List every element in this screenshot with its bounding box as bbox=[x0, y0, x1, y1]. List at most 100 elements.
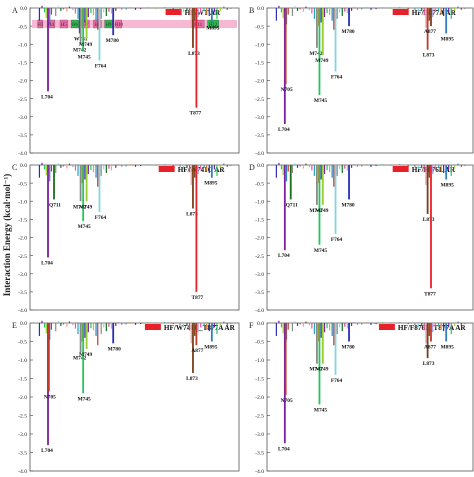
minor-bar bbox=[460, 323, 462, 325]
minor-bar bbox=[407, 8, 409, 10]
minor-bar bbox=[382, 164, 384, 165]
residue-label: M745 bbox=[314, 98, 327, 104]
y-tick-label: -3.0 bbox=[18, 115, 27, 121]
minor-bar bbox=[443, 8, 445, 16]
minor-bar bbox=[285, 165, 288, 182]
minor-bar bbox=[464, 8, 466, 10]
minor-bar bbox=[213, 323, 216, 328]
y-tick-label: -1.0 bbox=[255, 199, 264, 205]
y-tick-label: -1.0 bbox=[255, 358, 264, 364]
legend-swatch bbox=[165, 9, 182, 15]
minor-bar bbox=[66, 165, 68, 169]
residue-bar bbox=[430, 165, 432, 289]
minor-bar bbox=[440, 8, 442, 15]
minor-bar bbox=[203, 323, 205, 326]
legend-label: HF/W741C_T877A AR bbox=[164, 324, 236, 332]
residue-bar bbox=[426, 8, 429, 50]
minor-bar bbox=[421, 165, 423, 168]
minor-bar bbox=[356, 8, 359, 10]
y-tick-label: 0.0 bbox=[20, 6, 27, 12]
residue-label: M780 bbox=[106, 38, 119, 44]
residue-label: M780 bbox=[108, 346, 121, 352]
minor-bar bbox=[146, 7, 149, 8]
minor-bar bbox=[55, 165, 57, 173]
minor-bar bbox=[87, 8, 89, 18]
minor-bar bbox=[432, 165, 434, 175]
residue-bar bbox=[321, 8, 324, 56]
residue-bar bbox=[192, 323, 194, 373]
minor-bar bbox=[414, 323, 416, 326]
minor-bar bbox=[117, 163, 119, 165]
minor-bar bbox=[278, 320, 280, 323]
minor-bar bbox=[370, 165, 372, 167]
residue-bar bbox=[85, 323, 88, 349]
helix-segment bbox=[37, 19, 44, 29]
minor-bar bbox=[323, 165, 326, 175]
minor-bar bbox=[434, 165, 436, 170]
minor-bar bbox=[72, 165, 74, 168]
chart-panel-e: 0.0 -0.5 -1.0 -1.5 -2.0 -2.5 -3.0 -3.5 -4.0 E HF/W… bbox=[12, 320, 240, 475]
minor-bar bbox=[313, 165, 315, 176]
residue-label: F764 bbox=[95, 215, 107, 221]
minor-bar bbox=[110, 8, 113, 14]
residue-label: M780 bbox=[341, 345, 354, 351]
panel-letter: A bbox=[12, 6, 18, 15]
minor-bar bbox=[223, 6, 225, 8]
minor-bar bbox=[38, 8, 41, 21]
minor-bar bbox=[326, 8, 328, 14]
minor-bar bbox=[129, 322, 131, 323]
minor-bar bbox=[125, 165, 127, 167]
legend-swatch bbox=[392, 9, 409, 15]
minor-bar bbox=[179, 8, 181, 11]
minor-bar bbox=[326, 323, 328, 329]
minor-bar bbox=[140, 8, 142, 10]
minor-bar bbox=[43, 165, 46, 170]
minor-bar bbox=[320, 165, 322, 180]
minor-bar bbox=[72, 323, 74, 326]
helix-label: H6 bbox=[72, 23, 78, 28]
minor-bar bbox=[219, 165, 222, 168]
minor-bar bbox=[155, 8, 157, 10]
minor-bar bbox=[179, 165, 181, 168]
residue-label: Q711 bbox=[286, 202, 298, 208]
minor-bar bbox=[350, 165, 353, 168]
minor-bar bbox=[179, 323, 181, 326]
residue-bar bbox=[289, 165, 292, 200]
minor-bar bbox=[60, 323, 62, 326]
residue-bar bbox=[82, 165, 85, 222]
legend-swatch bbox=[158, 166, 175, 172]
y-tick-label: -3.5 bbox=[18, 290, 27, 296]
residue-label: L873 bbox=[188, 51, 200, 57]
residue-bar bbox=[195, 8, 198, 108]
minor-bar bbox=[188, 165, 191, 173]
minor-bar bbox=[423, 323, 425, 331]
minor-bar bbox=[428, 8, 430, 21]
minor-bar bbox=[203, 8, 205, 11]
minor-bar bbox=[117, 6, 119, 8]
residue-label: A877 bbox=[424, 29, 436, 35]
minor-bar bbox=[186, 165, 188, 168]
minor-bar bbox=[206, 8, 208, 15]
minor-bar bbox=[50, 8, 53, 15]
minor-bar bbox=[125, 8, 127, 10]
minor-bar bbox=[356, 165, 359, 167]
minor-bar bbox=[287, 165, 289, 172]
helix-label: H4 bbox=[48, 23, 54, 28]
minor-bar bbox=[203, 165, 205, 168]
minor-bar bbox=[103, 323, 105, 328]
minor-bar bbox=[108, 165, 110, 169]
residue-label: A877 bbox=[191, 348, 203, 354]
minor-bar bbox=[172, 165, 174, 167]
minor-bar bbox=[134, 165, 137, 167]
residue-bar bbox=[430, 323, 432, 342]
y-tick-label: -1.5 bbox=[18, 218, 27, 224]
minor-bar bbox=[291, 323, 294, 332]
minor-bar bbox=[361, 8, 363, 10]
minor-bar bbox=[92, 165, 95, 173]
y-tick-label: 0.0 bbox=[257, 163, 264, 169]
y-tick-label: -2.0 bbox=[255, 79, 264, 85]
residue-label: N705 bbox=[281, 87, 293, 93]
minor-bar bbox=[92, 323, 95, 331]
minor-bar bbox=[280, 323, 283, 328]
y-tick-label: -1.5 bbox=[255, 218, 264, 224]
